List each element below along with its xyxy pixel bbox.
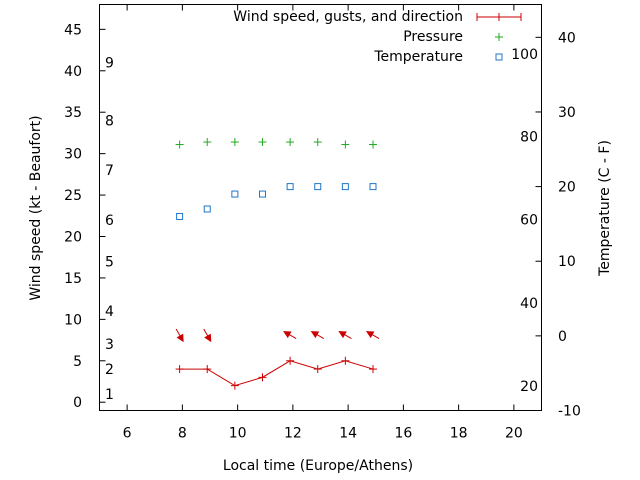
beaufort-label: 7	[105, 163, 114, 179]
x-axis-label: Local time (Europe/Athens)	[223, 458, 413, 474]
wind-direction-arrow	[283, 331, 297, 340]
y-tick-label: 15	[64, 271, 82, 287]
wind-direction-arrow	[365, 331, 380, 340]
y2-tick-label: 30	[558, 105, 576, 121]
y-tick-label: 5	[73, 354, 82, 370]
data-series	[175, 138, 380, 390]
wind-direction-arrow	[175, 328, 184, 343]
y-tick-label: 0	[73, 395, 82, 411]
wind-direction-arrow	[338, 331, 352, 340]
beaufort-label: 6	[105, 213, 114, 229]
pressure-point	[341, 140, 350, 149]
temperature-point	[314, 183, 322, 191]
y-tick-label: 10	[64, 312, 82, 328]
wind-speed-point	[313, 365, 322, 374]
pressure-point	[230, 138, 239, 147]
y-tick-label: 30	[64, 147, 82, 163]
y-tick-label: 25	[64, 188, 82, 204]
temperature-point	[203, 205, 211, 213]
x-tick-label: 16	[394, 426, 412, 442]
legend-label-temperature: Temperature	[373, 49, 463, 65]
temperature-point	[369, 183, 377, 191]
wind-speed-point	[175, 365, 184, 374]
x-tick-label: 8	[178, 426, 187, 442]
beaufort-label: 1	[105, 387, 114, 403]
x-tick-label: 18	[450, 426, 468, 442]
legend-sample-pressure	[495, 33, 503, 41]
wind-direction-arrow	[310, 331, 325, 340]
y2-axis-label: Temperature (C - F)	[597, 140, 613, 277]
beaufort-label: 2	[105, 362, 114, 378]
y2-tick-label: 10	[558, 254, 576, 270]
fahrenheit-label: 20	[520, 379, 538, 395]
beaufort-label: 5	[105, 254, 114, 270]
beaufort-label: 4	[105, 304, 114, 320]
pressure-point	[368, 140, 377, 149]
y-tick-label: 45	[64, 22, 82, 38]
pressure-point	[286, 138, 295, 147]
beaufort-label: 9	[105, 56, 114, 72]
temperature-point	[176, 212, 184, 220]
temperature-point	[341, 183, 349, 191]
fahrenheit-label: 100	[511, 47, 538, 63]
wind-speed-point	[368, 365, 377, 374]
y-tick-label: 20	[64, 230, 82, 246]
fahrenheit-label: 40	[520, 296, 538, 312]
y2-tick-label: -10	[558, 404, 581, 420]
temperature-point	[231, 190, 239, 198]
legend-label-pressure: Pressure	[403, 29, 463, 45]
wind-direction-arrow	[203, 328, 212, 343]
y2-tick-label: 40	[558, 30, 576, 46]
legend-sample-temperature	[495, 53, 503, 61]
fahrenheit-label: 60	[520, 212, 538, 228]
pressure-point	[313, 138, 322, 147]
fahrenheit-label: 80	[520, 130, 538, 146]
beaufort-label: 8	[105, 114, 114, 130]
y2-tick-label: 0	[558, 329, 567, 345]
beaufort-label: 3	[105, 337, 114, 353]
wind-speed-point	[258, 373, 267, 382]
x-tick-label: 20	[505, 426, 523, 442]
wind-speed-point	[230, 381, 239, 390]
y-axis-label: Wind speed (kt - Beaufort)	[28, 115, 44, 300]
wind-speed-point	[341, 356, 350, 365]
legend-label-wind: Wind speed, gusts, and direction	[233, 9, 463, 25]
x-tick-label: 14	[339, 426, 357, 442]
temperature-point	[258, 190, 266, 198]
y-tick-label: 35	[64, 105, 82, 121]
legend-sample-wind	[476, 13, 522, 21]
axis-tick-labels: 6 8 10 12 14 16 18 20051015202530354045-1001020…	[64, 22, 581, 441]
pressure-point	[203, 138, 212, 147]
x-tick-label: 10	[229, 426, 247, 442]
x-tick-label: 12	[284, 426, 302, 442]
pressure-point	[175, 140, 184, 149]
pressure-point	[258, 138, 267, 147]
y2-tick-label: 20	[558, 180, 576, 196]
wind-speed-line	[179, 360, 374, 387]
wind-speed-point	[203, 365, 212, 374]
axis-ticks	[99, 4, 542, 411]
y-tick-label: 40	[64, 64, 82, 80]
temperature-point	[286, 183, 294, 191]
plot-frame	[99, 4, 542, 411]
wind-speed-point	[286, 356, 295, 365]
x-tick-label: 6	[123, 426, 132, 442]
